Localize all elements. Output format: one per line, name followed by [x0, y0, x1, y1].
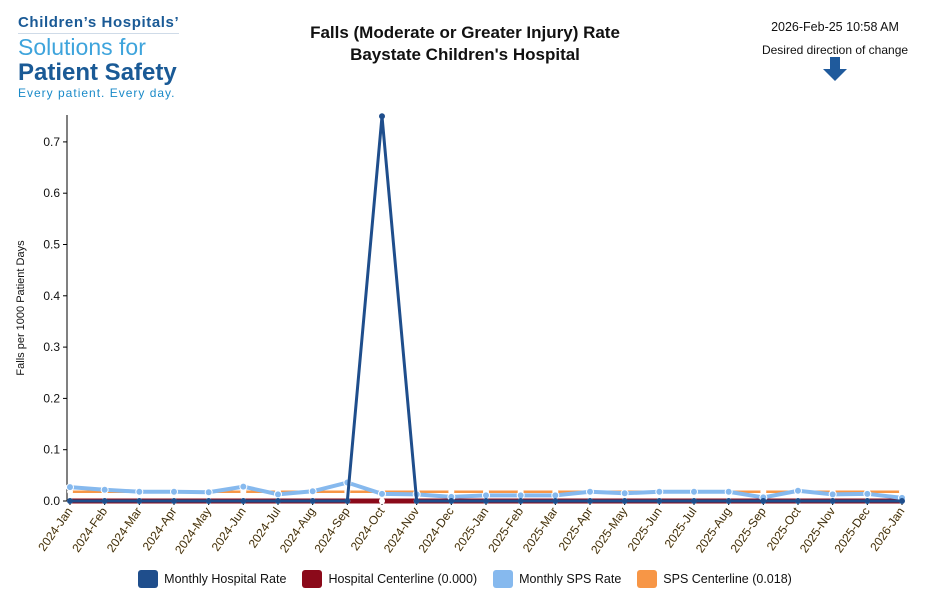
legend-swatch — [138, 570, 159, 588]
data-point — [656, 498, 663, 504]
data-point — [239, 482, 248, 491]
data-point — [378, 489, 386, 498]
data-point — [100, 485, 109, 494]
x-tick-label: 2024-Jul — [246, 505, 284, 551]
x-tick-label: 2024-Sep — [311, 504, 353, 555]
data-point — [66, 483, 74, 492]
chart-subtitle: Baystate Children's Hospital — [350, 45, 580, 64]
direction-label: Desired direction of change — [761, 43, 909, 57]
y-tick-label: 0.4 — [43, 289, 60, 303]
data-point — [344, 498, 351, 504]
data-point — [204, 488, 213, 497]
data-point — [551, 491, 560, 500]
data-point — [899, 488, 905, 495]
x-tick-label: 2026-Jan — [867, 505, 907, 554]
data-point — [587, 498, 593, 504]
data-point — [828, 490, 837, 499]
data-point — [586, 487, 594, 496]
data-point — [725, 498, 732, 504]
data-point — [483, 498, 489, 504]
data-point — [308, 487, 317, 496]
logo-line: Patient Safety — [18, 59, 177, 86]
logo-line: Children’s Hospitals’ — [18, 14, 180, 34]
data-point — [101, 498, 108, 504]
legend-item[interactable]: SPS Centerline (0.018) — [637, 570, 792, 588]
y-axis-label: Falls per 1000 Patient Days — [15, 240, 27, 376]
legend-label: Hospital Centerline (0.000) — [328, 572, 478, 586]
legend-item[interactable]: Monthly SPS Rate — [493, 570, 621, 588]
legend-label: SPS Centerline (0.018) — [663, 572, 792, 586]
data-point — [829, 498, 836, 504]
data-point — [620, 489, 629, 498]
data-point — [863, 489, 872, 498]
data-point — [516, 491, 525, 500]
data-point — [517, 498, 524, 504]
legend-swatch — [302, 570, 323, 588]
data-point — [795, 498, 801, 504]
x-tick-label: 2024-Dec — [415, 505, 456, 556]
legend-swatch — [637, 570, 658, 588]
x-tick-label: 2024-Mar — [104, 505, 145, 555]
down-arrow-icon — [823, 57, 847, 81]
y-tick-label: 0.3 — [43, 340, 60, 354]
logo-line: Solutions for — [18, 34, 146, 60]
series-line-0 — [70, 116, 902, 503]
data-point — [552, 498, 559, 504]
data-point — [67, 498, 73, 504]
data-point — [482, 491, 490, 500]
data-point — [379, 498, 385, 504]
legend: Monthly Hospital Rate Hospital Centerline… — [0, 570, 930, 588]
x-tick-label: 2025-Jul — [662, 505, 700, 551]
data-point — [240, 498, 247, 504]
chart-title: Falls (Moderate or Greater Injury) Rate — [310, 23, 620, 42]
data-point — [170, 487, 178, 496]
data-point — [760, 498, 767, 504]
chart-title-block: Falls (Moderate or Greater Injury) Rate … — [0, 22, 930, 66]
legend-label: Monthly Hospital Rate — [164, 572, 287, 586]
data-point — [621, 498, 628, 504]
sps-logo: Children’s Hospitals’ Solutions for Pati… — [18, 14, 180, 100]
x-tick-label: 2025-Dec — [831, 505, 872, 556]
data-point — [309, 498, 316, 504]
data-point — [413, 498, 420, 504]
data-point — [171, 498, 177, 504]
y-tick-label: 0.2 — [43, 391, 60, 405]
data-point — [136, 498, 143, 504]
y-tick-label: 0.1 — [43, 443, 60, 457]
data-point — [864, 498, 871, 504]
x-tick-label: 2025-Sep — [727, 504, 769, 555]
data-point — [794, 486, 802, 495]
data-point — [135, 487, 144, 496]
data-point — [655, 487, 664, 496]
data-point — [691, 498, 697, 504]
y-tick-label: 0.0 — [43, 494, 60, 508]
legend-item[interactable]: Monthly Hospital Rate — [138, 570, 286, 588]
x-tick-label: 2025-Jun — [625, 505, 665, 554]
timestamp: 2026-Feb-25 10:58 AM — [771, 20, 899, 34]
y-tick-label: 0.7 — [43, 135, 60, 149]
legend-item[interactable]: Hospital Centerline (0.000) — [302, 570, 477, 588]
data-point — [690, 487, 698, 496]
legend-swatch — [493, 570, 514, 588]
data-point — [724, 487, 733, 496]
data-point — [448, 498, 455, 504]
data-point — [275, 498, 281, 504]
legend-label: Monthly SPS Rate — [519, 572, 622, 586]
y-tick-label: 0.6 — [43, 186, 60, 200]
x-tick-label: 2025-Mar — [520, 505, 561, 555]
data-point — [274, 490, 282, 499]
x-tick-label: 2024-Jun — [209, 505, 249, 554]
logo-tagline: Every patient. Every day. — [18, 86, 176, 100]
data-point — [205, 498, 212, 504]
data-point — [899, 498, 905, 504]
y-tick-label: 0.5 — [43, 238, 60, 252]
data-point — [379, 113, 385, 120]
